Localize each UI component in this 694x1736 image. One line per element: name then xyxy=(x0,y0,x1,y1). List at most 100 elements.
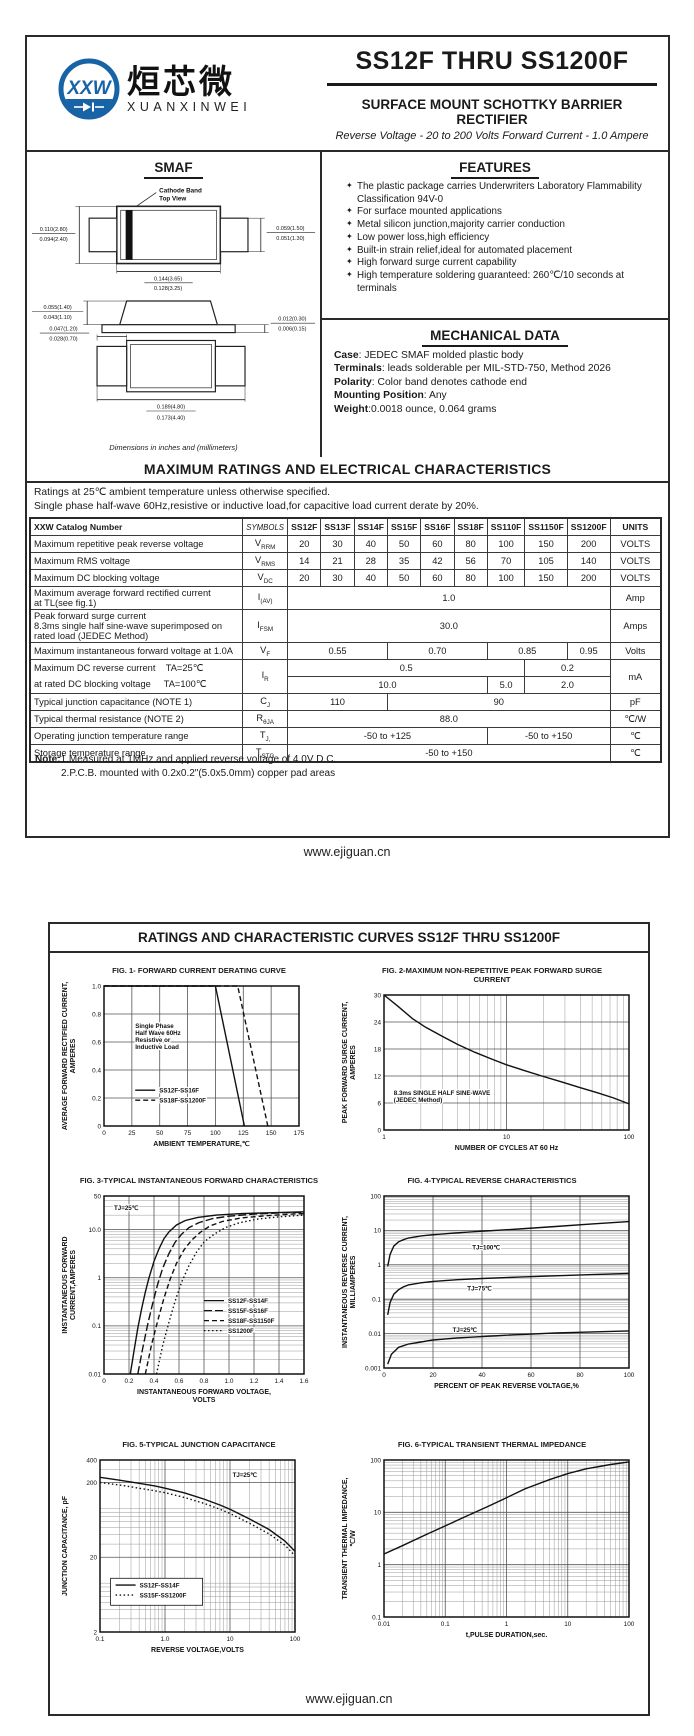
table-cell: Typical thermal resistance (NOTE 2) xyxy=(29,710,244,728)
chart-annotation: TJ=25℃ xyxy=(233,1472,258,1479)
chart-annotation: TJ=100℃ xyxy=(472,1244,500,1251)
x-tick-label: 100 xyxy=(624,1621,635,1628)
table-row: Operating junction temperature range TJ, -… xyxy=(29,727,662,745)
table-cell: 28 xyxy=(353,552,388,570)
x-tick-label: 10 xyxy=(226,1636,234,1643)
chart-annotation: TJ=25℃ xyxy=(114,1205,139,1212)
table-cell: VRMS xyxy=(242,552,289,570)
table-cell: 100 xyxy=(486,569,526,587)
chart-series-line xyxy=(129,1211,305,1375)
table-cell: 35 xyxy=(386,552,422,570)
table-row: Maximum instantaneous forward voltage at… xyxy=(29,642,662,660)
website-footer-page1: www.ejiguan.cn xyxy=(303,845,391,859)
chart-legend-label: SS12F-SS16F xyxy=(159,1087,199,1094)
table-header-cell: XXW Catalog Number xyxy=(29,517,244,536)
table-cell: 42 xyxy=(420,552,455,570)
table-cell: 60 xyxy=(420,535,455,553)
x-axis-label: VOLTS xyxy=(193,1397,216,1404)
chart-series-line xyxy=(387,1330,630,1365)
ratings-tagline: Reverse Voltage - 20 to 200 Volts Forwar… xyxy=(335,130,649,142)
device-subtitle: SURFACE MOUNT SCHOTTKY BARRIER RECTIFIER xyxy=(361,97,623,127)
x-tick-label: 20 xyxy=(429,1372,437,1379)
table-cell: VDC xyxy=(242,569,289,587)
dim-standoff-max: 0.012(0.30) xyxy=(278,317,306,323)
dim-body-length-min: 0.128(3.25) xyxy=(154,286,182,292)
table-cell: RθJA xyxy=(242,710,289,728)
table-cell: IFSM xyxy=(242,609,289,643)
x-tick-label: 0.1 xyxy=(441,1621,450,1628)
y-axis-label: TRANSIENT THERMAL IMPEDANCE, xyxy=(342,1477,349,1599)
table-row: Maximum RMS voltage VRMS 14 21 28 35 42 56 70 105… xyxy=(29,552,662,570)
table-cell: CJ xyxy=(242,693,289,711)
table-cell: Maximum DC blocking voltage xyxy=(29,569,244,587)
table-cell: 30 xyxy=(320,535,355,553)
table-cell: 0.5 xyxy=(287,659,526,677)
table-cell: 90 xyxy=(386,693,611,711)
table-note-2: 2.P.C.B. mounted with 0.2x0.2"(5.0x5.0mm… xyxy=(61,768,336,779)
table-cell: 14 xyxy=(287,552,322,570)
table-cell: 105 xyxy=(524,552,568,570)
x-tick-label: 100 xyxy=(290,1636,301,1643)
chart-series-line xyxy=(104,985,246,1127)
chart-series-line xyxy=(383,994,630,1105)
fig2-title: FIG. 2-MAXIMUM NON-REPETITIVE PEAK FORWA… xyxy=(381,966,603,985)
table-header-cell: SS1150F xyxy=(524,517,568,536)
table-cell: 20 xyxy=(287,535,322,553)
x-tick-label: 25 xyxy=(128,1130,136,1137)
table-cell: Amps xyxy=(609,609,662,643)
table-cell: Storage temperature range xyxy=(29,744,244,763)
table-cell: 0.70 xyxy=(386,642,488,660)
table-cell: Amp xyxy=(609,586,662,610)
fig6-title: FIG. 6-TYPICAL TRANSIENT THERMAL IMPEDAN… xyxy=(397,1440,587,1449)
chart-legend-label: SS1200F xyxy=(228,1328,254,1335)
fig6-transient-thermal-impedance-chart: FIG. 6-TYPICAL TRANSIENT THERMAL IMPEDAN… xyxy=(340,1440,644,1652)
table-cell: 150 xyxy=(524,535,568,553)
chart-series-line xyxy=(99,1481,296,1557)
table-cell: 150 xyxy=(524,569,568,587)
x-tick-label: 0.2 xyxy=(125,1378,134,1385)
table-row: Typical thermal resistance (NOTE 2) RθJA 8… xyxy=(29,710,662,728)
table-cell: VOLTS xyxy=(609,535,662,553)
table-cell: 50 xyxy=(386,535,422,553)
y-tick-label: 12 xyxy=(374,1073,382,1080)
table-cell: Maximum instantaneous forward voltage at… xyxy=(29,642,244,660)
dim-overall-length-max: 0.189(4.80) xyxy=(157,405,185,411)
table-cell: Maximum DC reverse current TA=25℃ xyxy=(29,659,244,677)
x-tick-label: 100 xyxy=(624,1372,635,1379)
chart-annotation: TJ=25℃ xyxy=(453,1327,478,1334)
y-tick-label: 10.0 xyxy=(89,1227,102,1234)
table-header-cell: SS110F xyxy=(486,517,526,536)
table-row: Maximum DC blocking voltage VDC 20 30 40 50 60… xyxy=(29,569,662,587)
chart-series-line xyxy=(104,985,269,1127)
fig4-plot: 0 20 40 60 80 100 0.001 0.01 0.1 1 10 100 TJ=100℃ TJ=… xyxy=(342,1193,635,1390)
table-cell: 0.55 xyxy=(287,642,388,660)
dim-height-min: 0.043(1.10) xyxy=(43,315,71,321)
y-axis-label: INSTANTANEOUS REVERSE CURRENT, xyxy=(342,1216,349,1348)
y-tick-label: 2 xyxy=(93,1629,97,1636)
x-tick-label: 1.6 xyxy=(300,1378,309,1385)
x-tick-label: 1.0 xyxy=(161,1636,170,1643)
chart-annotation: Inductive Load xyxy=(135,1044,179,1051)
package-body-top-view xyxy=(115,205,222,265)
package-outline-drawing: Cathode Band Top View 0.110(2.80) 0.094(… xyxy=(31,188,316,421)
table-cell: -50 to +125 xyxy=(287,727,488,745)
dim-pad-length-min: 0.028(0.70) xyxy=(49,336,77,342)
y-tick-label: 0.001 xyxy=(365,1365,381,1372)
table-header-cell: SS14F xyxy=(353,517,388,536)
pad-left-bottom-view xyxy=(96,345,128,387)
table-header-cell: SS13F xyxy=(320,517,355,536)
table-cell: 60 xyxy=(420,569,455,587)
table-cell: 40 xyxy=(353,535,388,553)
table-cell: I(AV) xyxy=(242,586,289,610)
title-block: SS12F THRU SS1200F SURFACE MOUNT SCHOTTK… xyxy=(327,47,657,142)
y-tick-label: 0.01 xyxy=(369,1331,382,1338)
y-tick-label: 0.2 xyxy=(92,1095,101,1102)
x-tick-label: 0 xyxy=(382,1372,386,1379)
table-cell: 40 xyxy=(353,569,388,587)
dim-body-length-max: 0.144(3.65) xyxy=(154,276,182,282)
fig4-title: FIG. 4-TYPICAL REVERSE CHARACTERISTICS xyxy=(407,1176,577,1185)
mechanical-data-line: Terminals: leads solderable per MIL-STD-… xyxy=(334,363,611,375)
x-tick-label: 100 xyxy=(624,1134,635,1141)
fig2-plot: 1 10 100 0 6 12 18 24 30 8.3ms SINGLE HALF SINE-W… xyxy=(342,992,635,1152)
